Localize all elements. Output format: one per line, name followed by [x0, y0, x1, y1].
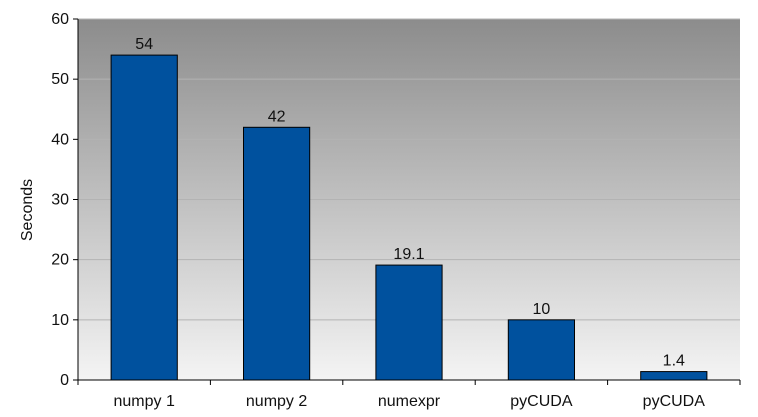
x-category-label: pyCUDA [643, 393, 706, 410]
y-tick-label: 40 [51, 131, 69, 148]
y-axis-title: Seconds [19, 179, 36, 241]
bar [375, 264, 443, 381]
x-category-label: numpy 2 [246, 393, 307, 410]
gridlines [78, 18, 740, 321]
y-tick-label: 20 [51, 252, 69, 269]
axes [73, 18, 741, 385]
x-category-label: numexpr [378, 393, 441, 410]
bar [243, 126, 311, 381]
bar-value-label: 1.4 [663, 353, 685, 370]
bar-value-label: 54 [135, 36, 153, 53]
bar-value-label: 42 [268, 108, 286, 125]
y-tick-label: 30 [51, 192, 69, 209]
y-tick-label: 0 [60, 372, 69, 389]
y-tick-label: 60 [51, 11, 69, 28]
y-tick-label: 10 [51, 312, 69, 329]
y-tick-label: 50 [51, 71, 69, 88]
bar [110, 54, 178, 381]
bars [110, 54, 708, 381]
bar [507, 319, 575, 381]
labels: 0 10 20 30 40 50 60 54 numpy 1 42 numpy 2 19.1 numex… [51, 11, 705, 410]
bar-value-label: 19.1 [393, 246, 424, 263]
bar-value-label: 10 [533, 301, 551, 318]
x-category-label: numpy 1 [114, 393, 175, 410]
bar [640, 371, 708, 381]
x-category-label: pyCUDA [510, 393, 573, 410]
